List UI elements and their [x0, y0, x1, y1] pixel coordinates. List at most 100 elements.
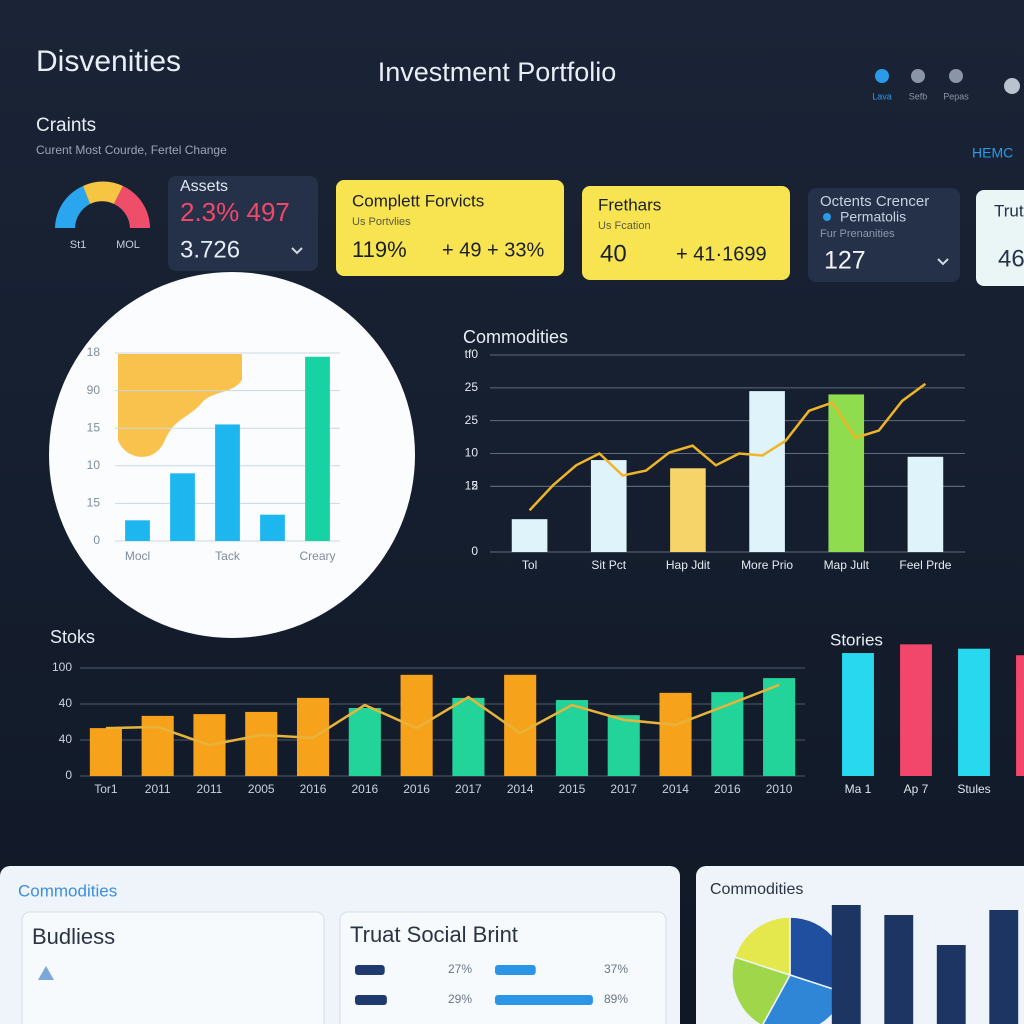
x-tick-label: 2010 — [766, 782, 793, 796]
corner-link[interactable]: HEMC — [972, 145, 1013, 161]
bar — [607, 715, 640, 776]
y-tick-label: 25 — [465, 380, 479, 394]
section-subtitle: Curent Most Courde, Fertel Change — [36, 143, 227, 157]
card-subtitle: Fur Prenanities — [820, 228, 895, 240]
x-tick-label: More Prio — [741, 558, 793, 572]
card[interactable] — [976, 190, 1024, 286]
icon[interactable] — [875, 69, 889, 83]
card[interactable] — [582, 186, 790, 280]
progress-label: 37% — [604, 962, 628, 976]
y-tick-label: 0 — [471, 544, 478, 558]
dot — [823, 213, 831, 221]
card-title: Frethars — [598, 195, 661, 214]
bar — [763, 678, 796, 776]
bar — [842, 653, 874, 776]
icon-label: Sefb — [909, 91, 928, 101]
area-decoration — [118, 354, 242, 457]
icon-label: Lava — [872, 91, 892, 101]
sub-panel — [21, 911, 325, 1024]
gauge-segment — [83, 181, 123, 204]
icon[interactable] — [911, 69, 925, 83]
chart-title: Stories — [830, 630, 883, 649]
x-tick-label: 2011 — [145, 782, 171, 796]
card-change: 2.3% 497 — [180, 197, 290, 227]
x-tick-label: Ap 7 — [904, 782, 929, 796]
bar — [590, 460, 627, 552]
x-tick-label: Tol — [522, 558, 537, 572]
card[interactable] — [808, 188, 960, 282]
progress-label: 29% — [448, 992, 472, 1006]
card-value: 3.726 — [180, 236, 240, 263]
bar — [900, 644, 932, 776]
bar — [141, 715, 174, 776]
y-tick-label: 25 — [465, 413, 479, 427]
progress-label: 27% — [448, 962, 472, 976]
x-tick-label: Ma 1 — [845, 782, 872, 796]
card-value: 127 — [824, 247, 866, 275]
y-tick-label: 90 — [87, 383, 101, 397]
card-title: Complett Forvicts — [352, 191, 484, 210]
icon[interactable] — [949, 69, 963, 83]
bar — [89, 728, 122, 776]
icon[interactable] — [1004, 78, 1020, 94]
panel-title: Commodities — [18, 881, 117, 900]
bar — [936, 945, 966, 1024]
chart-title: Stoks — [50, 627, 95, 647]
y-tick-label: tf0 — [465, 347, 479, 361]
y-tick-label: 18 — [87, 345, 101, 359]
card-change: + 49 + 33% — [442, 239, 545, 261]
card-value: 46 — [998, 245, 1024, 272]
sub-panel-title: Budliess — [32, 924, 115, 949]
bar — [125, 520, 150, 541]
x-tick-label: 2016 — [300, 782, 327, 796]
warning-icon — [38, 966, 54, 980]
bar — [260, 514, 285, 541]
y-tick-label: 0 — [93, 533, 100, 547]
y-tick-label: 0 — [65, 768, 72, 782]
x-tick-label: Sit Pct — [591, 558, 626, 572]
x-tick-label: Tor1 — [94, 782, 118, 796]
bar — [828, 394, 865, 552]
card[interactable] — [168, 176, 318, 271]
card-title: Octents Crencer — [820, 193, 929, 210]
y-tick-label: 10 — [87, 458, 101, 472]
x-tick-label: 2017 — [610, 782, 637, 796]
gauge-label: MOL — [116, 239, 140, 251]
y-tick-label: 100 — [52, 660, 72, 674]
x-tick-label: Tack — [215, 549, 241, 563]
bar — [831, 905, 861, 1024]
bar — [170, 473, 195, 541]
bar — [452, 697, 485, 776]
x-tick-label: Hap Jdit — [666, 558, 711, 572]
card-title: Permatolis — [840, 209, 906, 225]
progress-bar — [355, 965, 385, 975]
chevron[interactable] — [291, 247, 303, 255]
y-tick-label: 10 — [465, 446, 479, 460]
progress-label: 89% — [604, 992, 628, 1006]
bar — [555, 700, 589, 776]
bar — [749, 391, 785, 552]
x-tick-label: 2015 — [559, 782, 586, 796]
bar — [989, 910, 1019, 1024]
line — [105, 683, 780, 747]
bar — [670, 468, 706, 552]
line — [528, 382, 927, 512]
gauge-segment — [114, 186, 150, 228]
bar — [215, 424, 240, 541]
card[interactable] — [336, 180, 564, 276]
card-value: 40 — [600, 240, 627, 267]
bar — [305, 356, 330, 541]
pie-slice — [731, 956, 792, 1024]
sub-panel-title: Truat Social Brint — [350, 922, 518, 947]
x-tick-label: 2016 — [714, 782, 741, 796]
page-title: Investment Portfolio — [378, 57, 617, 87]
chart-title: Commodities — [463, 327, 568, 347]
chevron[interactable] — [937, 258, 949, 266]
card-title: Trut — [994, 201, 1024, 220]
gauge-segment — [55, 186, 90, 228]
x-tick-label: 2014 — [662, 782, 689, 796]
y-tick-label: 40 — [59, 696, 73, 710]
section-title: Craints — [36, 115, 96, 136]
x-tick-label: Creary — [299, 549, 335, 563]
